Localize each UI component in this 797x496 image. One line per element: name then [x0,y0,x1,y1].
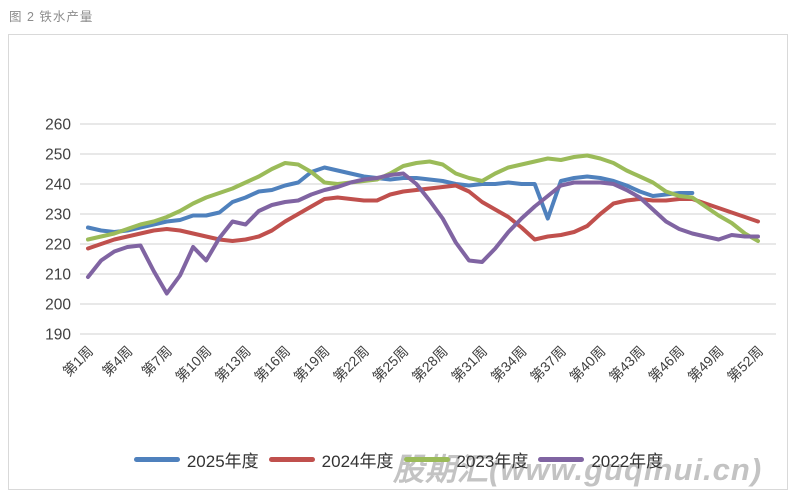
x-axis-tick-label: 第1周 [59,343,96,380]
legend-label: 2024年度 [321,452,394,471]
x-axis-tick-label: 第40周 [566,343,608,385]
legend-swatch-icon [403,457,450,462]
y-axis-tick-label: 230 [45,207,71,224]
x-axis-tick-label: 第46周 [645,343,687,385]
y-axis-tick-label: 200 [45,297,71,314]
x-axis-tick-label: 第25周 [369,343,411,385]
x-axis-tick-label: 第13周 [212,343,254,385]
y-axis-tick-label: 210 [45,267,71,284]
x-axis-tick-label: 第37周 [527,343,569,385]
legend-item-2024年度: 2024年度 [268,447,394,472]
y-axis-tick-label: 250 [45,147,71,164]
x-axis-tick-label: 第19周 [290,343,332,385]
legend-swatch-icon [133,457,180,462]
legend-swatch-icon [538,457,585,462]
x-axis-tick-label: 第31周 [448,343,490,385]
legend-label: 2023年度 [456,452,529,471]
x-axis-labels: 第1周 第4周 第7周第10周第13周第16周第19周第22周第25周第28周第31… [59,343,766,385]
x-axis-tick-label: 第10周 [172,343,214,385]
legend-label: 2022年度 [591,452,664,471]
x-axis-tick-label: 第22周 [330,343,372,385]
x-axis-tick-label: 第52周 [724,343,766,385]
series-line-2023年度 [86,153,760,243]
x-axis-tick-label: 第16周 [251,343,293,385]
x-axis-tick-label: 第28周 [409,343,451,385]
chart-legend: 2025年度 2024年度 2023年度 2022年度 [0,447,797,472]
y-axis-labels: 190 200 210 220 230 240 250 260 [45,117,71,344]
series-line-2022年度 [86,171,760,296]
series-line-2025年度 [86,165,695,234]
y-axis-tick-label: 220 [45,237,71,254]
figure-caption: 图 2 铁水产量 [9,10,94,24]
y-axis-tick-label: 240 [45,177,71,194]
legend-swatch-icon [268,457,315,462]
legend-item-2023年度: 2023年度 [403,447,529,472]
x-axis-tick-label: 第4周 [99,343,136,380]
y-gridlines [80,123,776,335]
legend-label: 2025年度 [186,452,259,471]
x-axis-tick-label: 第34周 [488,343,530,385]
x-axis-tick-label: 第49周 [685,343,727,385]
chart-frame [8,34,788,490]
legend-item-2025年度: 2025年度 [133,447,259,472]
y-axis-tick-label: 260 [45,117,71,134]
y-axis-tick-label: 190 [45,327,71,344]
x-axis-tick-label: 第7周 [138,343,175,380]
legend-item-2022年度: 2022年度 [538,447,663,472]
x-axis-tick-label: 第43周 [606,343,648,385]
line-chart: 190 200 210 220 230 240 250 260 第1周 第4周 第7周第10周第13… [45,117,776,385]
